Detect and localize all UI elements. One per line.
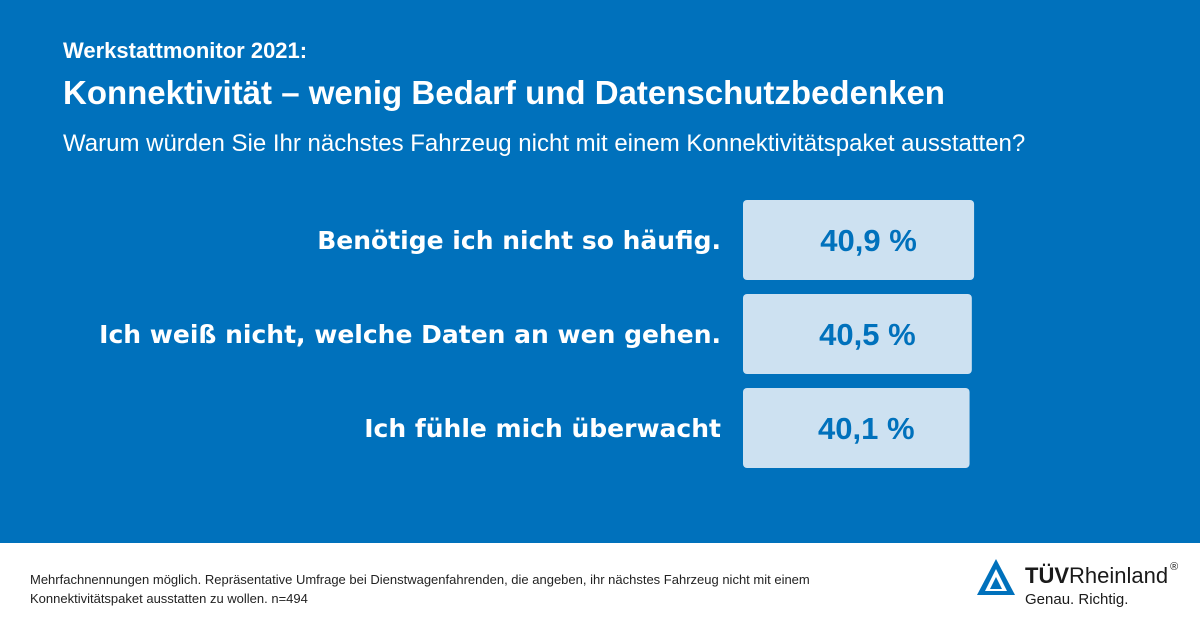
value-label-1: 40,9 % — [820, 223, 917, 258]
brand-slogan: Genau. Richtig. — [1025, 591, 1129, 608]
bar-3 — [743, 388, 970, 468]
category-label-1: Benötige ich nicht so häufig. — [317, 226, 721, 255]
brand-name: TÜVRheinland ® — [1025, 561, 1179, 589]
tuv-rheinland-logo: TÜVRheinland ® Genau. Richtig. — [975, 555, 1185, 615]
survey-question: Warum würden Sie Ihr nächstes Fahrzeug n… — [63, 130, 1026, 157]
value-label-2: 40,5 % — [819, 317, 916, 352]
brand-name-regular: Rheinland — [1069, 563, 1169, 588]
chart-kicker: Werkstattmonitor 2021: — [63, 38, 308, 63]
footer-note: Mehrfachnennungen möglich. Repräsentativ… — [30, 572, 810, 606]
registered-mark: ® — [1170, 561, 1179, 573]
brand-name-bold: TÜV — [1025, 563, 1069, 588]
bar-chart: Benötige ich nicht so häufig. 40,9 % Ich w… — [99, 200, 975, 468]
category-label-2: Ich weiß nicht, welche Daten an wen gehe… — [99, 320, 721, 349]
bar-1 — [743, 200, 975, 280]
chart-panel: Werkstattmonitor 2021: Konnektivität – w… — [0, 0, 1200, 543]
chart-headline: Konnektivität – wenig Bedarf und Datensc… — [63, 74, 945, 111]
category-label-3: Ich fühle mich überwacht — [364, 414, 721, 443]
bar-2 — [743, 294, 972, 374]
triangle-logo-icon — [977, 559, 1015, 595]
value-label-3: 40,1 % — [818, 411, 915, 446]
